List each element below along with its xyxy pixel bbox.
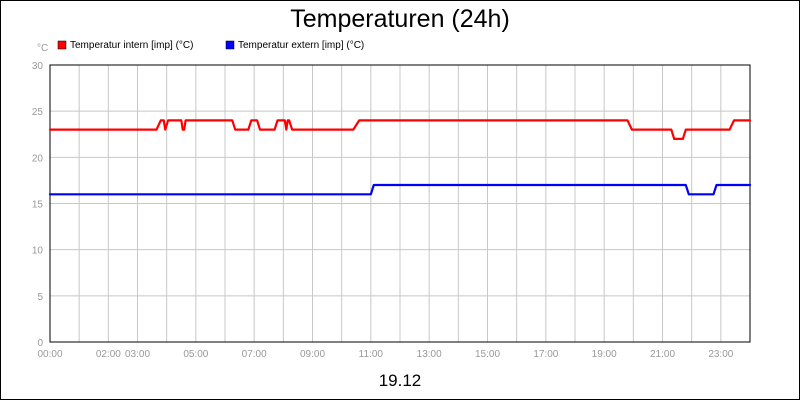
x-tick-label: 09:00 <box>300 349 325 360</box>
x-axis-date-label: 19.12 <box>379 371 422 390</box>
plot-area-border <box>49 64 751 343</box>
y-tick-label: 20 <box>32 153 44 164</box>
y-tick-label: 5 <box>37 292 43 303</box>
legend-label-intern: Temperatur intern [imp] (°C) <box>70 40 193 51</box>
x-tick-label: 02:00 <box>96 349 121 360</box>
grid <box>50 65 750 342</box>
x-tick-label: 00:00 <box>37 349 62 360</box>
legend-swatch-intern <box>57 40 67 50</box>
series-line-extern <box>48 183 752 196</box>
x-tick-label: 13:00 <box>417 349 442 360</box>
y-tick-label: 25 <box>32 107 44 118</box>
y-tick-label: 0 <box>37 338 43 349</box>
x-tick-label: 23:00 <box>708 349 733 360</box>
y-tick-label: 15 <box>32 200 44 211</box>
series <box>48 119 752 196</box>
x-tick-label: 15:00 <box>475 349 500 360</box>
y-tick-label: 30 <box>32 61 44 72</box>
series-line-intern <box>48 119 752 140</box>
x-tick-label: 19:00 <box>592 349 617 360</box>
legend-label-extern: Temperatur extern [imp] (°C) <box>238 40 364 51</box>
y-tick-label: 10 <box>32 246 44 257</box>
chart-title: Temperaturen (24h) <box>290 5 510 33</box>
y-axis-unit: °C <box>37 43 48 54</box>
x-tick-label: 07:00 <box>242 349 267 360</box>
x-axis-ticks: 00:00 02:00 03:00 05:00 07:00 09:00 11:00 13:00… <box>37 349 733 360</box>
legend: Temperatur intern [imp] (°C) Temperatur … <box>57 40 364 51</box>
legend-swatch-extern <box>225 40 235 50</box>
x-tick-label: 03:00 <box>125 349 150 360</box>
x-tick-label: 11:00 <box>359 349 384 360</box>
x-tick-label: 21:00 <box>650 349 675 360</box>
x-tick-label: 17:00 <box>533 349 558 360</box>
x-tick-label: 05:00 <box>183 349 208 360</box>
y-axis-ticks: 0 5 10 15 20 25 30 <box>32 61 44 349</box>
